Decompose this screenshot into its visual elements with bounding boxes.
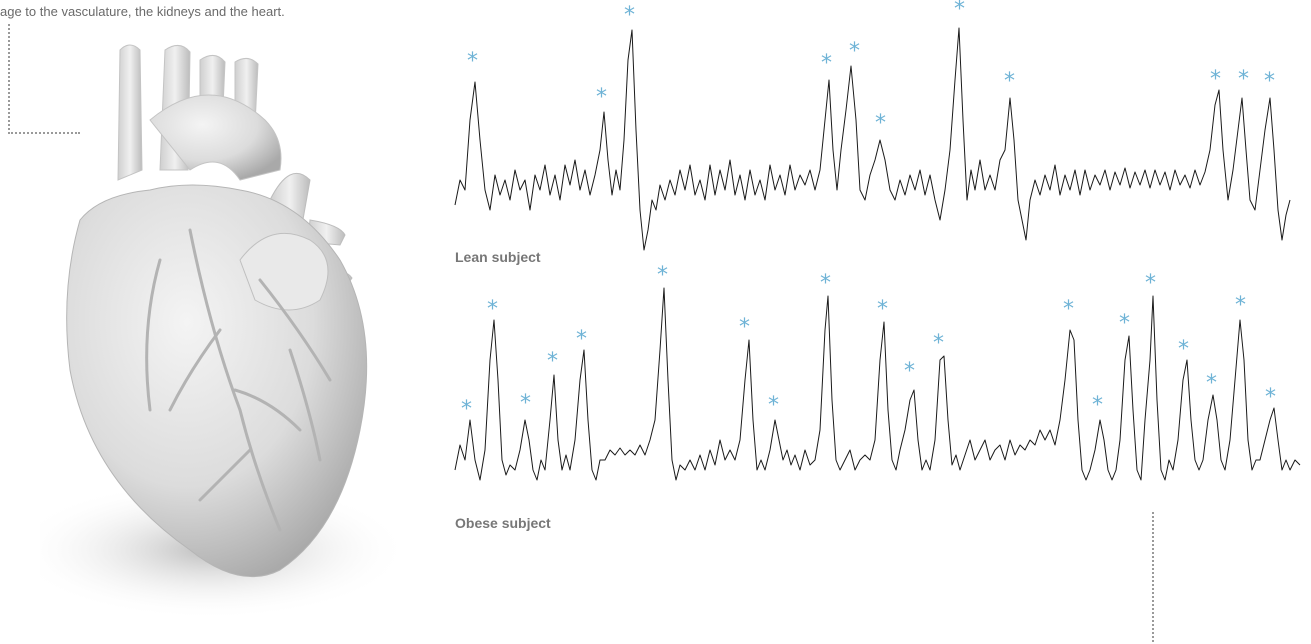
peak-marker: * [1004,69,1015,94]
peak-marker: * [547,349,558,374]
peak-marker: * [933,331,944,356]
peak-marker: * [1206,371,1217,396]
trace-lean: Lean subject * * * * * * * * * * * [454,0,1291,265]
peak-marker: * [1063,297,1074,322]
peak-marker: * [576,327,587,352]
peak-marker: * [1238,67,1249,92]
peak-marker: * [877,297,888,322]
trace-label-obese: Obese subject [455,515,551,531]
peak-marker: * [739,315,750,340]
peak-marker: * [849,39,860,64]
peak-marker: * [1235,293,1246,318]
peak-marker: * [467,49,478,74]
heart-illustration-icon [40,44,410,620]
callout-dotted-line [1152,512,1154,642]
peak-marker: * [875,111,886,136]
peak-marker: * [461,397,472,422]
callout-dotted-line [8,132,80,134]
peak-marker: * [596,85,607,110]
peak-marker: * [820,271,831,296]
peak-marker: * [1092,393,1103,418]
caption-text: age to the vasculature, the kidneys and … [0,4,285,19]
trace-label-lean: Lean subject [455,249,541,265]
peak-marker: * [1119,311,1130,336]
peak-marker: * [1265,385,1276,410]
peak-marker: * [1264,69,1275,94]
peak-marker: * [768,393,779,418]
peak-marker: * [657,263,668,288]
peak-marker: * [904,359,915,384]
callout-dotted-line [8,24,10,134]
peak-marker: * [1178,337,1189,362]
peak-marker: * [1210,67,1221,92]
peak-marker: * [624,3,635,28]
trace-line-obese [454,287,1301,481]
peak-marker: * [487,297,498,322]
peak-marker: * [821,51,832,76]
peak-marker: * [1145,271,1156,296]
peak-marker: * [954,0,965,22]
peak-marker: * [520,391,531,416]
trace-line-lean [454,27,1291,251]
trace-obese: Obese subject * * * * * * * * * * * * * … [454,263,1301,531]
